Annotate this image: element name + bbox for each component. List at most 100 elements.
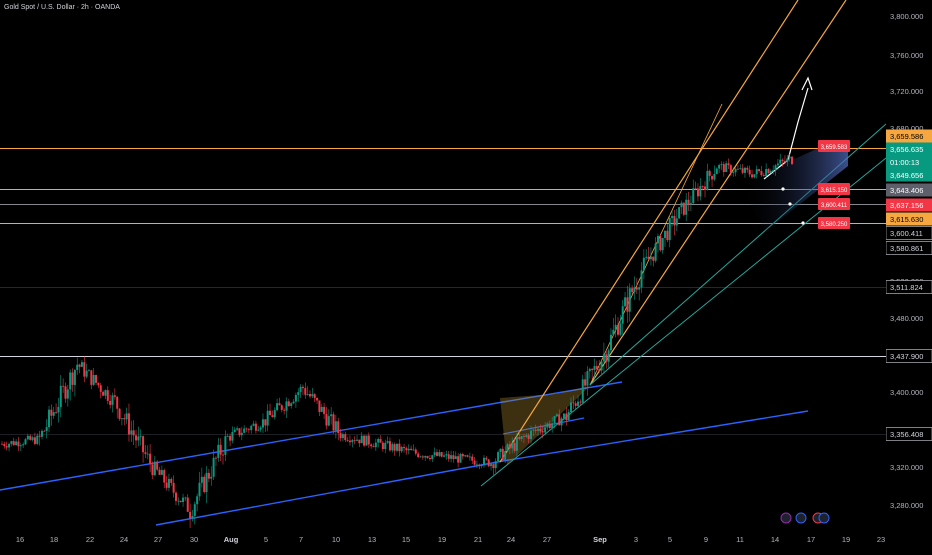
level-price-label: 3,580.250	[818, 217, 850, 229]
candle-body	[365, 435, 368, 446]
candle-body	[400, 446, 403, 452]
candle	[635, 278, 638, 294]
candle	[640, 262, 643, 294]
candle-body	[433, 452, 436, 456]
time-tick-label: 14	[771, 535, 779, 544]
candle-body	[24, 439, 27, 445]
candle	[294, 392, 297, 408]
candle	[210, 466, 213, 486]
candle	[356, 435, 359, 442]
candle	[706, 163, 709, 191]
price-chart[interactable]: 3,659.583 3,615.150 3,600.411 3,580.250	[0, 0, 887, 529]
candle-body	[142, 436, 145, 453]
candle	[92, 368, 95, 387]
candle	[765, 163, 768, 178]
level-marker-dot	[781, 187, 785, 191]
candle-body	[179, 500, 182, 503]
candle-body	[405, 448, 408, 451]
time-tick-label: 18	[50, 535, 58, 544]
candle	[217, 437, 220, 462]
candle-body	[330, 414, 333, 417]
candle-body	[581, 379, 584, 403]
candle-body	[680, 202, 683, 208]
candle	[729, 163, 732, 176]
candle-body	[586, 371, 589, 386]
candle-body	[252, 423, 255, 426]
candle-body	[783, 160, 786, 163]
candle	[755, 165, 758, 179]
candle-body	[257, 429, 260, 431]
candle	[365, 435, 368, 446]
candle-body	[301, 386, 304, 389]
price-axis[interactable]: 3,800.0003,760.0003,720.0003,680.0003,52…	[885, 0, 932, 550]
candle-body	[125, 413, 128, 420]
candle	[492, 462, 495, 475]
price-tick-label: 3,280.000	[890, 501, 923, 510]
candle-body	[363, 435, 366, 446]
candle	[457, 453, 460, 468]
candle-body	[1, 443, 3, 445]
candle-body	[560, 418, 563, 426]
candle-body	[774, 165, 777, 171]
candle	[414, 447, 417, 456]
candle-body	[779, 159, 782, 164]
candle	[675, 209, 678, 232]
time-tick-label: Sep	[593, 535, 607, 544]
candle-body	[231, 432, 234, 441]
candle-body	[647, 256, 650, 260]
candle	[76, 357, 79, 375]
candle	[781, 158, 784, 167]
candle	[127, 403, 130, 442]
candle	[102, 390, 105, 396]
candle	[174, 491, 177, 506]
candle	[661, 237, 664, 254]
candle-body	[285, 401, 288, 411]
candle	[760, 166, 763, 177]
candle	[73, 368, 76, 397]
price-badge: 01:00:13	[886, 155, 932, 169]
time-axis[interactable]: 16 18 22 24 27 30 Aug 5 7 10 13 15 19 21 24 27 Sep 3 5 9 11 1…	[0, 528, 886, 550]
candle	[647, 246, 650, 260]
candle-body	[652, 256, 655, 261]
candle-body	[38, 435, 41, 437]
level-price-label-text: 3,600.411	[821, 203, 848, 209]
candle-body	[226, 435, 229, 437]
candle-body	[414, 449, 417, 454]
candle	[334, 415, 337, 439]
candle-body	[704, 186, 707, 190]
price-badge: 3,637.156	[886, 198, 932, 212]
candle-body	[508, 444, 511, 449]
candle	[360, 432, 363, 444]
candle	[325, 406, 328, 430]
candle-body	[736, 168, 739, 170]
candle	[593, 358, 596, 380]
time-tick-label: 13	[368, 535, 376, 544]
chart-area[interactable]: 3,659.583 3,615.150 3,600.411 3,580.250 Gol…	[0, 0, 887, 529]
candle	[252, 420, 255, 427]
candle-body	[85, 370, 88, 377]
candle	[652, 256, 655, 267]
candle-body	[638, 287, 641, 290]
candle-body	[386, 441, 389, 443]
candle	[170, 477, 173, 486]
candle-body	[649, 256, 652, 260]
candle-body	[515, 437, 518, 451]
price-badge-label: 3,643.406	[890, 186, 923, 195]
candle	[628, 283, 631, 322]
candle	[120, 417, 123, 426]
candle-body	[593, 366, 596, 371]
candle	[189, 503, 192, 529]
candle	[163, 468, 166, 489]
candle	[574, 400, 577, 410]
candle	[555, 413, 558, 417]
candle	[33, 432, 36, 446]
candle-body	[767, 169, 770, 174]
candle	[203, 474, 206, 494]
candle	[83, 356, 86, 383]
price-badge-bg	[886, 198, 932, 212]
candle	[694, 181, 697, 191]
price-badge-label: 3,437.900	[890, 352, 923, 361]
candle	[245, 427, 248, 433]
candle-body	[191, 515, 194, 519]
candle	[438, 449, 441, 458]
